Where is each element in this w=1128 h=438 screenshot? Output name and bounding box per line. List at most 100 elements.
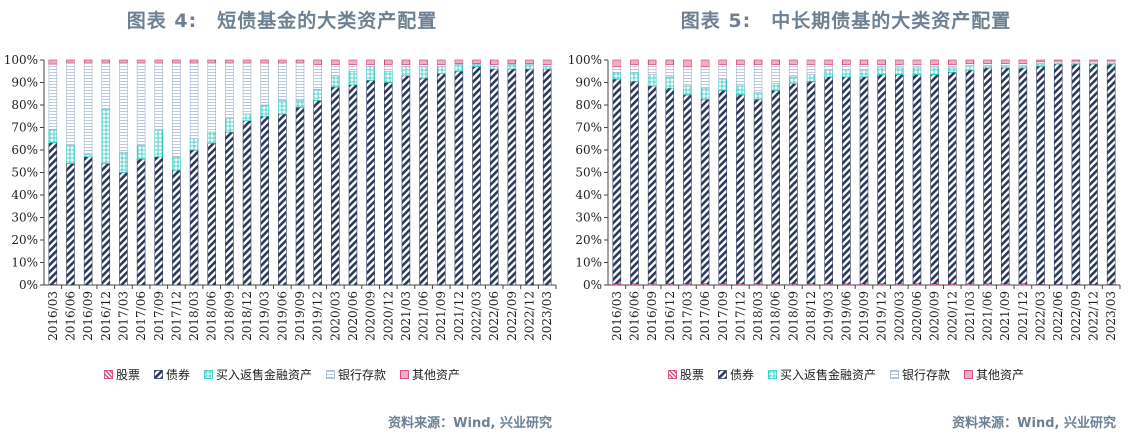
x-tick-label: 2016/06 — [627, 291, 641, 341]
bar-segment-bond — [1053, 63, 1063, 285]
bar-segment-bond — [718, 90, 728, 285]
bar-segment-deposit — [859, 64, 869, 71]
bar-segment-other — [842, 59, 851, 65]
x-tick-label: 2018/06 — [205, 291, 219, 341]
legend-item-stock: 股票 — [104, 366, 140, 383]
bar-segment-bond — [1018, 67, 1028, 285]
x-tick-label: 2023/03 — [1104, 291, 1118, 341]
bar-segment-bond — [859, 76, 869, 285]
bar-segment-repo — [806, 74, 816, 82]
bar-segment-deposit — [119, 61, 128, 153]
x-tick-label: 2022/03 — [470, 291, 484, 341]
bar-segment-deposit — [154, 61, 164, 131]
legend-item-stock: 股票 — [668, 366, 704, 383]
legend-swatch — [104, 370, 113, 379]
bar-segment-other — [401, 59, 411, 65]
bar-segment-deposit — [278, 61, 287, 101]
x-tick-label: 2020/06 — [346, 291, 360, 341]
bar-segment-bond — [278, 113, 287, 286]
x-tick-label: 2022/12 — [1087, 291, 1101, 341]
bar-segment-bond — [454, 70, 464, 286]
source-note: 资料来源：Wind, 兴业研究 — [388, 416, 552, 431]
bar-segment-bond — [172, 169, 181, 286]
x-tick-label: 2016/12 — [663, 291, 677, 341]
y-tick-label: 40% — [575, 188, 602, 202]
bar-segment-repo — [383, 70, 393, 83]
bar-segment-deposit — [647, 64, 657, 75]
bar-segment-repo — [331, 75, 340, 88]
bar-segment-deposit — [383, 64, 393, 72]
bar-segment-repo — [771, 83, 780, 91]
bar-segment-bond — [1106, 63, 1116, 285]
bar-segment-deposit — [771, 64, 780, 84]
legend-label: 其他资产 — [976, 368, 1025, 382]
bar-segment-bond — [612, 78, 622, 285]
y-tick-label: 70% — [11, 121, 38, 135]
bar-segment-bond — [331, 86, 340, 286]
bar-segment-other — [630, 59, 639, 65]
x-tick-label: 2017/09 — [152, 291, 166, 341]
bar-segment-bond — [789, 83, 798, 285]
bar-segment-deposit — [806, 64, 816, 75]
bar-segment-other — [700, 59, 710, 68]
bar-segment-repo — [630, 72, 639, 82]
bar-segment-bond — [295, 106, 305, 286]
bar-segment-bond — [489, 68, 499, 286]
bar-segment-repo — [278, 100, 287, 115]
x-tick-label: 2019/06 — [275, 291, 289, 341]
x-tick-label: 2022/09 — [1069, 291, 1083, 341]
bar-segment-repo — [877, 67, 886, 75]
legend-item-bond: 债券 — [718, 366, 754, 383]
bar-segment-deposit — [895, 64, 904, 69]
chart-legend: 股票 债券 买入返售金融资产 银行存款 其他资产 — [0, 366, 564, 383]
source-note: 资料来源：Wind, 兴业研究 — [952, 416, 1116, 431]
bar-segment-other — [525, 59, 534, 64]
x-tick-label: 2016/09 — [81, 291, 95, 341]
bar-segment-deposit — [48, 63, 58, 130]
x-tick-label: 2020/12 — [945, 291, 959, 341]
bar-segment-deposit — [542, 64, 552, 68]
legend-item-other: 其他资产 — [964, 366, 1024, 383]
bar-segment-bond — [665, 87, 675, 285]
x-tick-label: 2018/09 — [222, 291, 236, 341]
x-tick-label: 2017/03 — [680, 291, 694, 341]
bar-segment-repo — [313, 88, 322, 101]
bar-segment-bond — [824, 76, 833, 285]
x-tick-label: 2021/06 — [981, 291, 995, 341]
bar-segment-repo — [647, 74, 657, 87]
bar-segment-repo — [242, 113, 252, 122]
bar-segment-deposit — [101, 61, 111, 110]
bar-segment-repo — [225, 118, 234, 133]
legend-label: 债券 — [729, 368, 754, 382]
x-tick-label: 2020/06 — [910, 291, 924, 341]
x-tick-label: 2019/12 — [875, 291, 889, 341]
bar-segment-bond — [66, 163, 75, 286]
legend-item-bond: 债券 — [154, 366, 190, 383]
x-tick-label: 2022/06 — [1051, 291, 1065, 341]
bar-segment-bond — [930, 74, 939, 285]
bar-segment-other — [665, 59, 675, 65]
bar-segment-deposit — [331, 64, 340, 77]
y-tick-label: 70% — [575, 121, 602, 135]
legend-item-deposit: 银行存款 — [326, 366, 386, 383]
bar-segment-deposit — [983, 63, 992, 66]
bar-segment-bond — [683, 94, 692, 285]
bar-segment-other — [612, 59, 622, 68]
bar-segment-other — [859, 59, 869, 65]
bar-segment-repo — [66, 145, 75, 164]
x-tick-label: 2021/09 — [434, 291, 448, 341]
y-tick-label: 0% — [583, 278, 602, 292]
y-tick-label: 90% — [11, 76, 38, 90]
bar-segment-deposit — [172, 61, 181, 158]
legend-swatch — [964, 370, 973, 379]
x-tick-label: 2016/03 — [46, 291, 60, 341]
y-tick-label: 10% — [11, 256, 38, 270]
bar-segment-bond — [436, 73, 446, 286]
bar-segment-other — [189, 59, 199, 63]
bar-segment-other — [789, 59, 798, 65]
bar-segment-repo — [912, 67, 922, 75]
y-tick-label: 30% — [575, 211, 602, 225]
bar-segment-deposit — [419, 64, 428, 68]
x-tick-label: 2019/03 — [822, 291, 836, 341]
bar-segment-repo — [983, 65, 992, 69]
